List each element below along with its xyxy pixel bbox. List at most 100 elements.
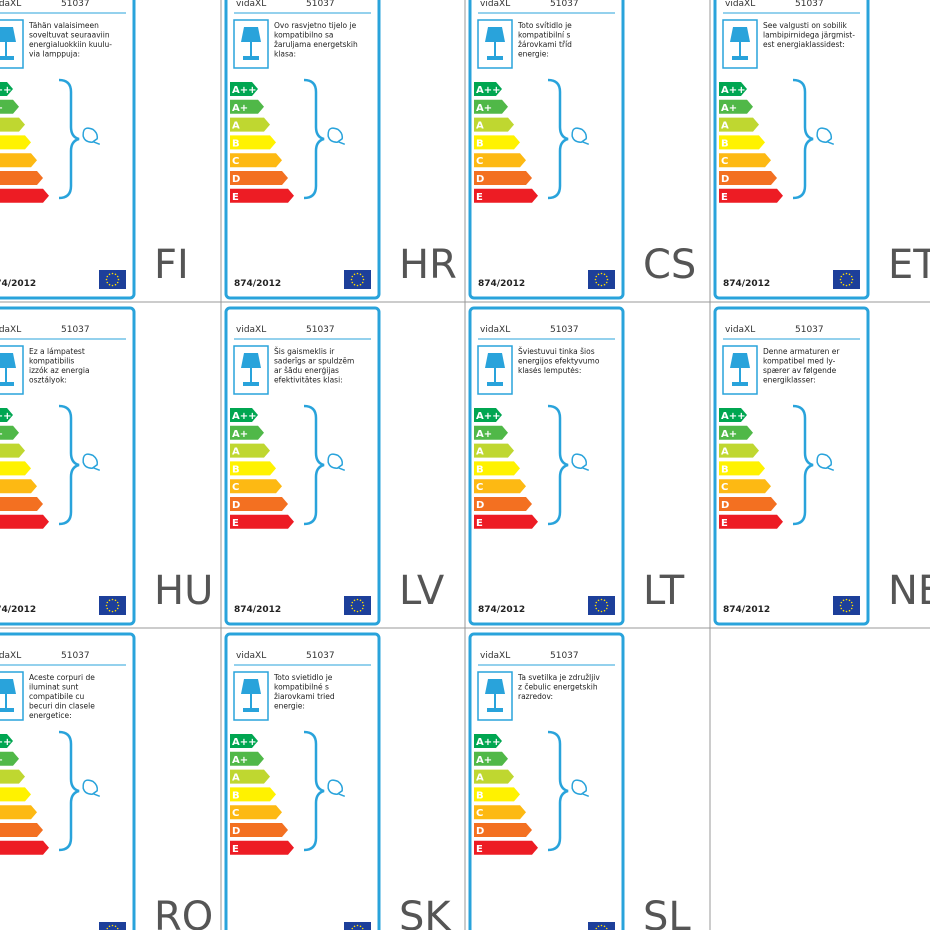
eu-star [106,601,109,604]
energy-arrow [719,82,747,96]
brand: vidaXL [725,0,755,9]
energy-arrow [474,171,532,185]
eu-star [114,609,117,612]
eu-star [848,273,851,276]
lamp-icon [485,27,505,60]
eu-star [840,275,843,278]
eu-star [116,601,119,604]
energy-arrow [0,171,43,185]
eu-star [595,275,598,278]
energy-class: E [232,518,239,529]
compatibility-text: Denne armaturen er [763,347,840,356]
compatibility-text: efektivitātes klasi: [274,376,343,385]
eu-star [605,281,608,284]
eu-star [108,283,111,286]
energy-arrow [474,497,532,511]
energy-label: vidaXL 51037 Šviestuvui tinka šiosenergijo… [468,306,625,626]
regulation: 874/2012 [0,605,36,615]
energy-arrow [719,443,759,458]
eu-star [114,273,117,276]
eu-star [848,609,851,612]
energy-class: C [232,482,239,493]
compatibility-text: energiklasser: [763,376,816,385]
eu-flag [588,596,615,615]
model: 51037 [61,651,90,661]
eu-star [361,927,364,930]
bulb-icon [816,453,835,471]
eu-star [594,604,597,607]
model: 51037 [306,651,335,661]
model: 51037 [306,0,335,9]
energy-arrow [230,787,276,802]
eu-star [845,284,848,287]
lamp-icon [241,27,261,60]
energy-label: vidaXL 51037 Denne armaturen erkompatibel … [713,306,870,626]
eu-star [108,273,111,276]
energy-arrow [719,135,765,150]
regulation: 874/2012 [723,605,770,615]
energy-arrow [0,82,13,96]
energy-label: vidaXL 51037 Toto svietidlo jekompatibilné… [224,632,381,930]
energy-arrow [0,734,13,748]
energy-arrow [230,82,258,96]
eu-star [850,601,853,604]
lamp-icon [0,679,16,712]
lamp-icon [0,27,16,60]
energy-class: B [232,138,240,149]
regulation: 874/2012 [478,279,525,289]
brace [792,404,814,526]
eu-star [600,924,603,927]
eu-star [597,925,600,928]
brand: vidaXL [0,651,21,661]
eu-flag [99,270,126,289]
energy-arrow [0,153,37,168]
eu-flag [99,596,126,615]
compatibility-text: Ez a lámpatest [29,347,85,356]
energy-arrow [230,479,282,494]
bulb-icon [571,127,590,145]
eu-star [105,278,108,281]
eu-star [117,278,120,281]
label-border [0,306,136,626]
eu-star [351,281,354,284]
energy-class: A [232,121,240,132]
eu-star [842,283,845,286]
label-border [224,0,381,300]
energy-class: E [232,192,239,203]
energy-arrow [230,514,294,529]
lamp-icon [241,353,261,386]
bulb-icon [327,453,346,471]
eu-star [361,607,364,610]
energy-class: A++ [232,85,257,96]
energy-class: C [232,808,239,819]
model: 51037 [61,325,90,335]
compatibility-text: lambipirnidega järgmist- [763,31,855,40]
compatibility-text: izzók az energia [29,366,90,375]
energy-class: A+ [232,755,248,766]
energy-class: A+ [721,429,737,440]
energy-arrow [0,497,43,511]
eu-star [606,278,609,281]
eu-star [597,599,600,602]
eu-star [356,924,359,927]
eu-flag [833,270,860,289]
energy-arrow [719,479,771,494]
eu-star [845,598,848,601]
country-code: NE [888,568,930,614]
compatibility-text: becuri din clasele [29,702,95,711]
energy-class: E [476,844,483,855]
brace [547,404,569,526]
brand: vidaXL [480,0,510,9]
eu-star [595,927,598,930]
country-code: SK [399,894,452,930]
energy-arrow [719,99,753,114]
eu-star [606,604,609,607]
eu-star [595,281,598,284]
eu-star [850,607,853,610]
model: 51037 [61,0,90,9]
energy-arrow [0,461,31,476]
energy-class: B [476,464,484,475]
eu-star [114,925,117,928]
eu-star [116,927,119,930]
